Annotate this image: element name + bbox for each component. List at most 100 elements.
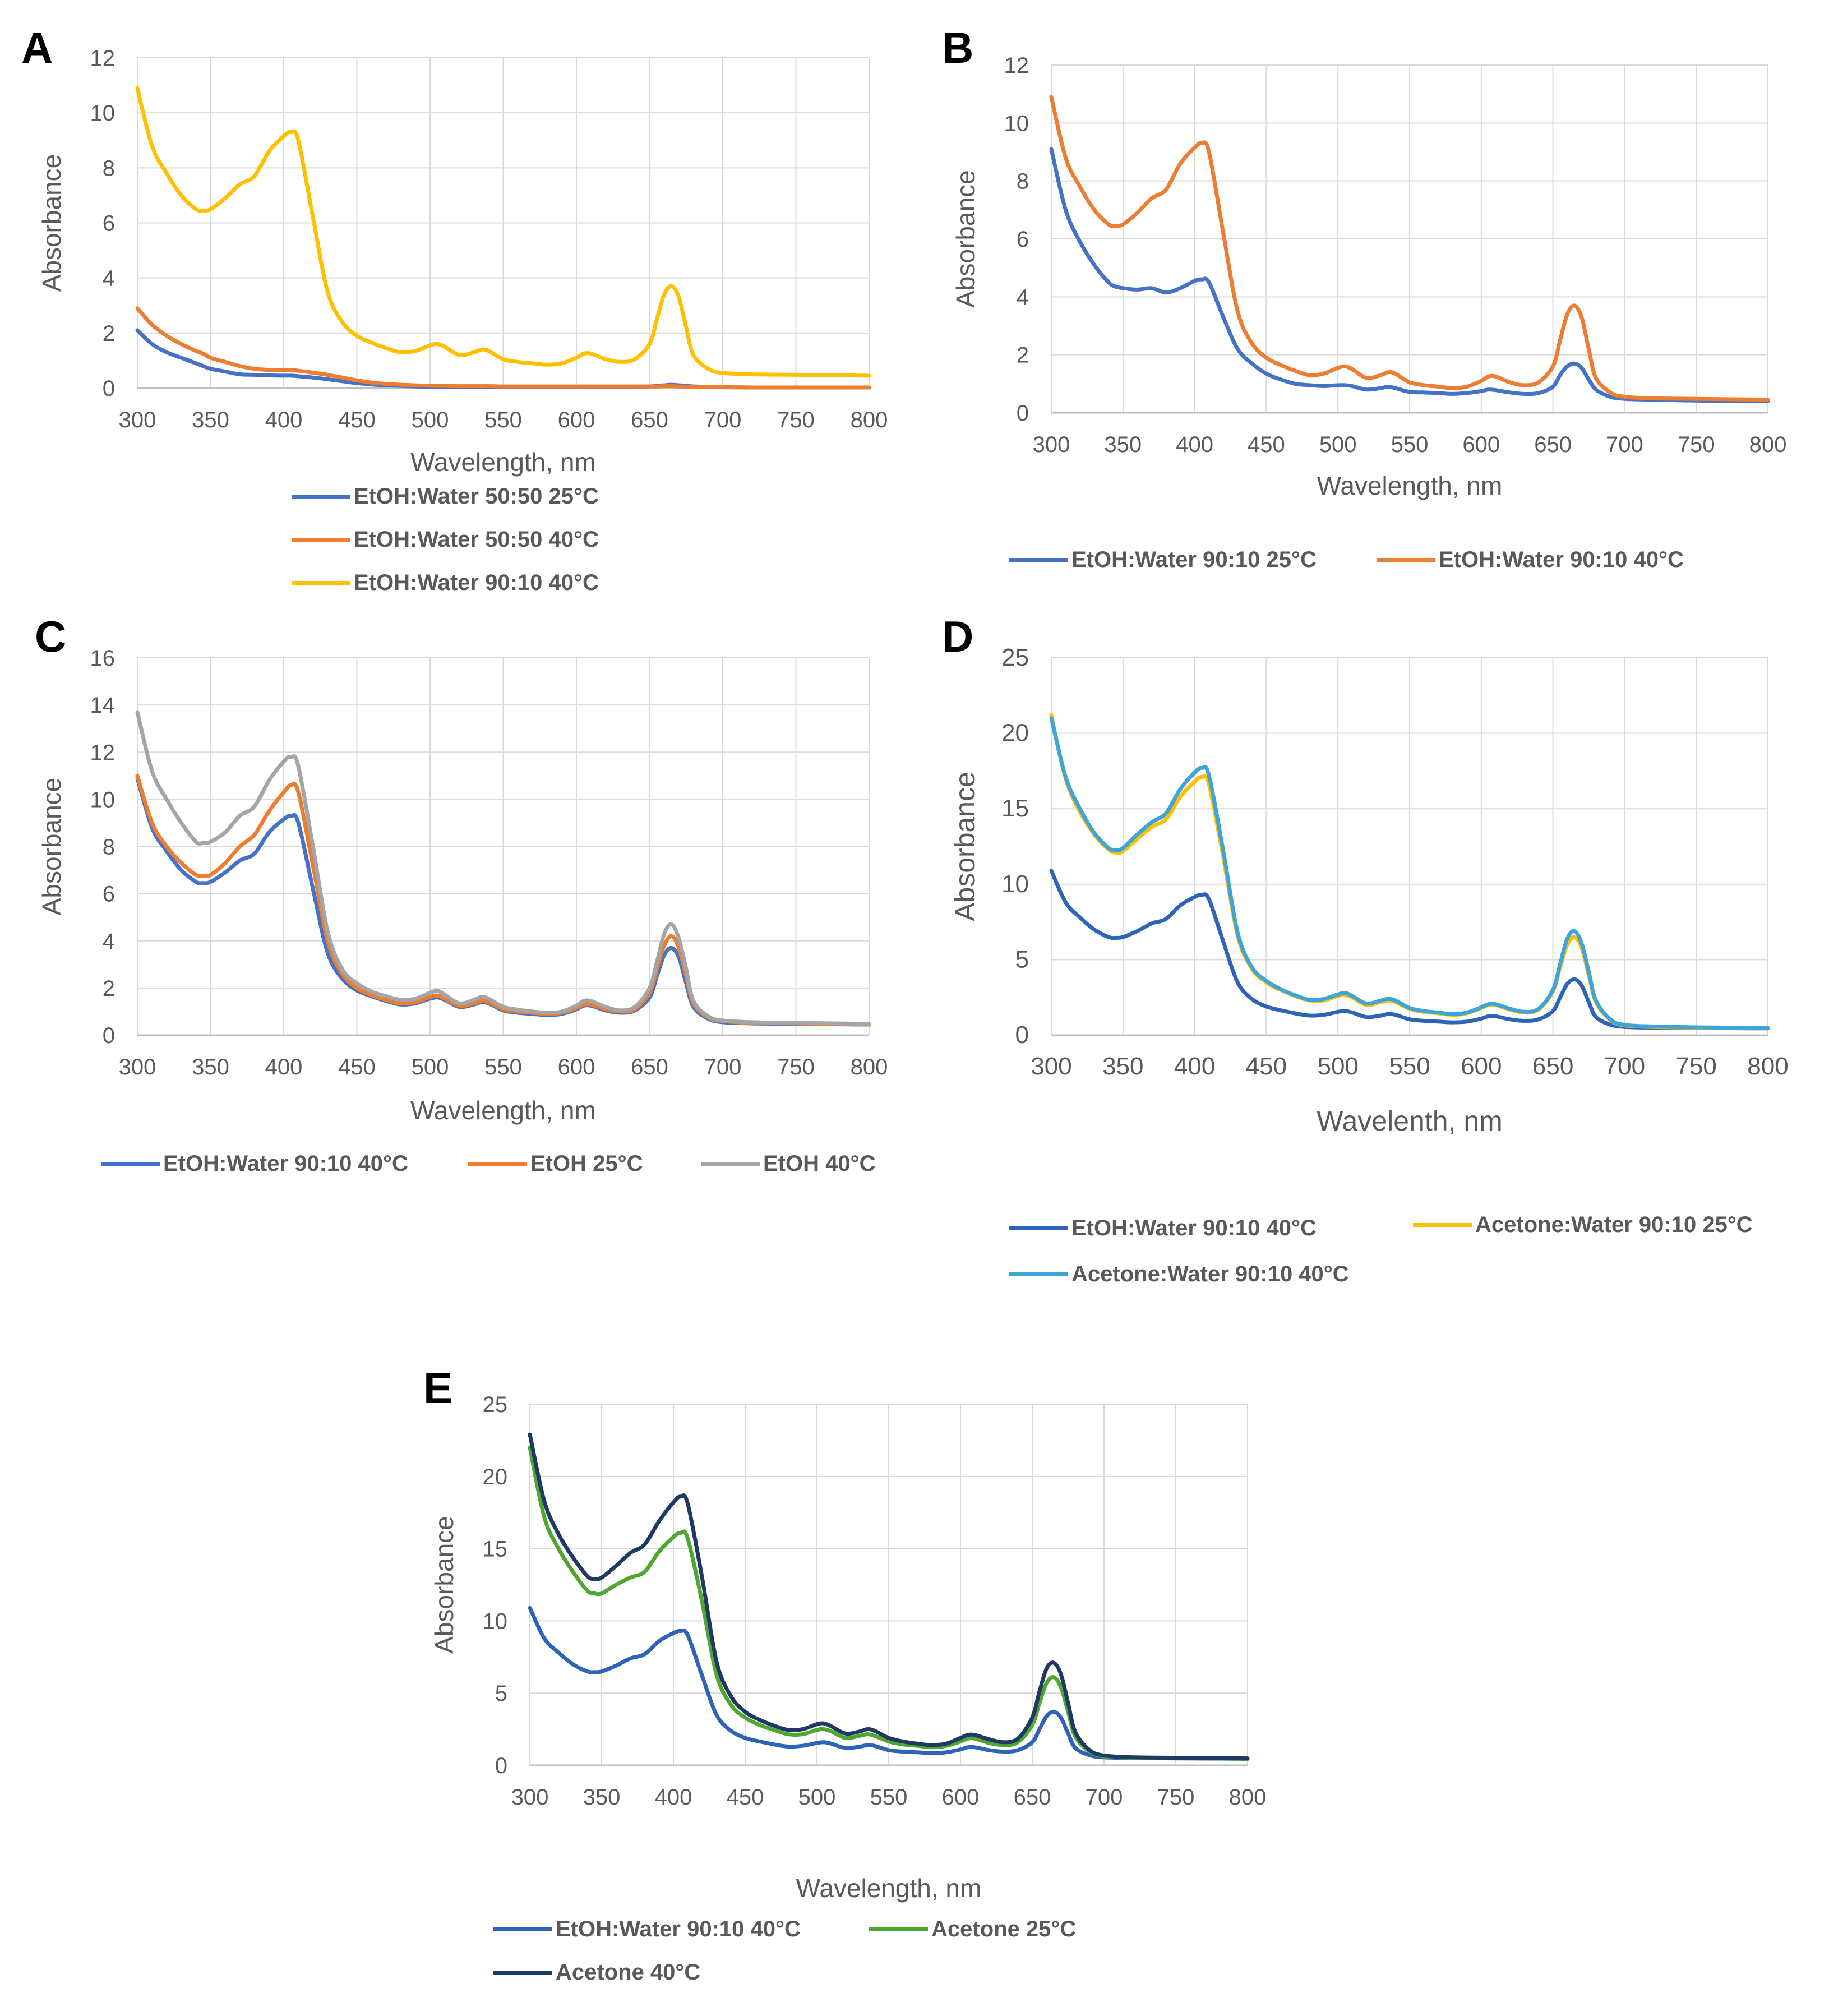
legend-item: EtOH 40°C [701,1151,876,1177]
x-tick-label: 750 [1157,1785,1195,1810]
x-tick-label: 550 [1391,432,1429,457]
x-tick-label: 600 [558,1055,595,1079]
legend-label: EtOH:Water 50:50 40°C [354,527,599,552]
x-tick-label: 450 [338,1055,376,1079]
y-tick-label: 4 [103,266,115,291]
y-tick-label: 20 [1001,719,1029,747]
x-tick-label: 550 [1389,1053,1430,1080]
x-tick-label: 450 [1248,432,1285,457]
y-tick-label: 0 [1015,1021,1029,1049]
y-tick-label: 6 [1017,227,1029,252]
x-tick-label: 800 [1229,1785,1267,1810]
x-tick-label: 350 [1102,1053,1143,1080]
y-tick-label: 0 [103,376,115,401]
x-tick-label: 600 [558,408,595,432]
x-tick-label: 300 [1031,1053,1071,1080]
x-tick-label: 350 [1104,432,1142,457]
y-tick-label: 25 [483,1392,508,1417]
x-tick-label: 550 [484,408,522,432]
panel-c: C 300 350 400 450 500 550 600 650 700 750 800 0 2 4 6 8… [0,611,908,1206]
y-axis-title: Absorbance [37,778,66,916]
legend-label: EtOH 25°C [530,1151,643,1176]
legend-swatch [101,1162,160,1166]
y-tick-label: 15 [483,1537,508,1562]
x-tick-label: 400 [1176,432,1213,457]
legend-item: EtOH:Water 90:10 40°C [493,1917,801,1942]
legend-label: Acetone 40°C [556,1960,701,1985]
y-tick-label: 10 [1004,111,1029,136]
x-tick-label: 600 [1461,1053,1502,1080]
x-tick-label: 500 [1319,432,1357,457]
legend-item: Acetone:Water 90:10 25°C [1413,1212,1753,1238]
legend-swatch [292,495,350,499]
y-tick-label: 0 [495,1754,507,1778]
series-line [528,1606,1250,1761]
legend-item: EtOH:Water 90:10 25°C [1009,547,1317,573]
x-tick-label: 550 [484,1055,522,1079]
x-tick-label: 350 [583,1785,621,1810]
x-tick-label: 750 [1678,432,1715,457]
y-axis-title: Absorbance [951,170,980,308]
legend-swatch [1009,1272,1068,1276]
panel-b: B 300 350 400 450 500 550 600 650 700 750 800 0 2 4 6 8… [914,0,1829,611]
series-line [1049,147,1770,403]
panel-d: D 300 350 400 450 500 550 600 650 700 750 800 0 5 10 1… [914,611,1829,1351]
y-tick-label: 2 [103,976,115,1001]
x-tick-label: 800 [851,1055,888,1079]
series-line [528,1445,1250,1761]
x-axis-title: Wavelenth, nm [1317,1105,1503,1137]
series-line [1049,95,1770,402]
x-tick-label: 400 [265,408,303,432]
chart-d: 300 350 400 450 500 550 600 650 700 750 800 0 5 10 15 2… [949,644,1789,1137]
y-tick-label: 5 [495,1681,507,1706]
legend-swatch [493,1927,552,1931]
legend-item: EtOH:Water 90:10 40°C [101,1151,408,1177]
legend-swatch [1009,1226,1068,1230]
y-tick-label: 5 [1015,945,1029,973]
legend-item: EtOH:Water 50:50 25°C [292,484,599,509]
x-tick-label: 300 [119,408,156,432]
y-tick-label: 0 [1017,401,1029,426]
legend-item: EtOH:Water 90:10 40°C [1009,1216,1317,1241]
y-axis-title: Absorbance [37,154,66,292]
y-tick-label: 2 [1017,343,1029,368]
y-tick-label: 15 [1001,795,1029,822]
y-tick-label: 20 [483,1465,508,1489]
legend-item: EtOH:Water 50:50 40°C [292,527,599,552]
legend-label: EtOH:Water 90:10 25°C [1071,547,1317,572]
panel-letter: C [35,612,67,661]
x-tick-label: 500 [412,1055,449,1079]
legend-item: EtOH:Water 90:10 40°C [1377,547,1684,573]
series-line [135,306,871,390]
x-tick-label: 700 [1606,432,1643,457]
y-axis-title: Absorbance [949,772,981,921]
y-tick-label: 12 [90,46,116,71]
x-tick-label: 750 [1675,1053,1716,1080]
legend-item: Acetone 25°C [869,1917,1076,1942]
y-tick-label: 10 [90,787,116,812]
y-tick-label: 10 [90,101,116,126]
x-tick-label: 600 [942,1785,980,1810]
y-tick-label: 10 [483,1609,508,1634]
panel-letter: A [21,23,53,72]
legend-swatch [869,1927,928,1931]
x-tick-label: 600 [1462,432,1500,457]
series-line [135,773,871,1027]
series-line [1049,716,1770,1030]
x-tick-label: 500 [798,1785,836,1810]
legend-item: EtOH 25°C [468,1151,643,1177]
legend-label: Acetone:Water 90:10 25°C [1475,1212,1753,1237]
y-tick-label: 12 [90,740,116,765]
x-tick-label: 700 [1604,1053,1645,1080]
y-tick-label: 4 [1017,285,1029,310]
legend-label: EtOH:Water 90:10 40°C [1071,1216,1317,1240]
chart-a: 300 350 400 450 500 550 600 650 700 750 800 0 2 4 6 8 10… [37,46,888,477]
legend-swatch [292,581,350,585]
legend-item: EtOH:Water 90:10 40°C [292,570,599,596]
x-tick-label: 400 [655,1785,692,1810]
y-tick-label: 8 [103,835,115,860]
x-tick-label: 300 [119,1055,156,1079]
x-tick-label: 650 [1532,1053,1573,1080]
y-tick-label: 14 [90,693,116,718]
panel-a: A 300 350 400 450 500 550 600 650 700 750 800 0 2 4 6 8… [0,0,908,611]
